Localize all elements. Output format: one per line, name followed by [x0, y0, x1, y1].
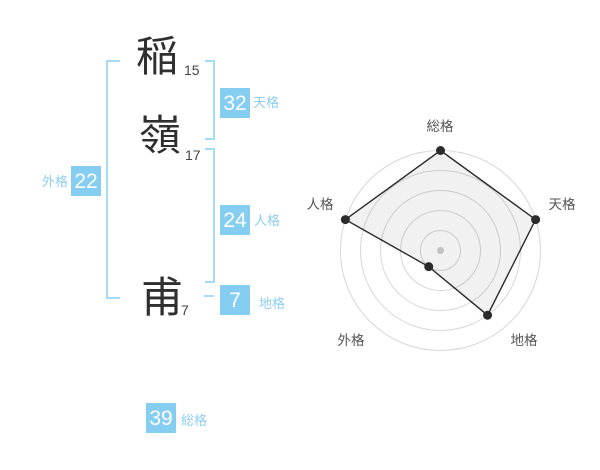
tenkaku-bracket: [205, 60, 215, 140]
radar-vertex-dot: [531, 215, 541, 225]
jinkaku-label: 人格: [254, 213, 281, 228]
radar-grid-ring: [380, 190, 501, 311]
soukaku-value-box: 39: [146, 403, 176, 433]
radar-vertex-dot: [436, 146, 445, 155]
tenkaku-value-box: 32: [220, 88, 250, 118]
radar-axis-label: 天格: [549, 197, 577, 212]
radar-axis-label: 人格: [307, 197, 334, 212]
stroke-count-1: 15: [184, 62, 200, 78]
soukaku-label: 総格: [181, 413, 208, 428]
gaikaku-label: 外格: [41, 174, 68, 189]
stroke-count-2: 17: [185, 147, 201, 163]
radar-vertex-dot: [483, 310, 493, 320]
radar-axis-label: 外格: [338, 333, 365, 348]
chikaku-value-box: 7: [220, 285, 250, 315]
radar-axis-label: 地格: [511, 333, 539, 348]
gaikaku-bracket: [106, 60, 120, 299]
jinkaku-value-box: 24: [220, 205, 250, 235]
radar-axis-label: 総格: [427, 119, 454, 134]
tenkaku-label: 天格: [253, 95, 280, 110]
radar-vertex-dot: [424, 262, 434, 272]
radar-center-dot: [437, 247, 444, 254]
stroke-count-3: 7: [181, 302, 189, 318]
gaikaku-value-box: 22: [71, 166, 101, 196]
radar-grid-ring: [420, 230, 461, 271]
radar-vertex-dot: [340, 215, 350, 225]
chikaku-label: 地格: [259, 296, 286, 311]
name-character-2: 嶺: [139, 112, 182, 159]
name-character-1: 稲: [136, 33, 179, 80]
radar-data-polygon: [344, 149, 537, 317]
chikaku-connector-dash: [204, 295, 214, 297]
name-character-3: 甫: [141, 274, 184, 321]
jinkaku-bracket: [205, 148, 215, 283]
